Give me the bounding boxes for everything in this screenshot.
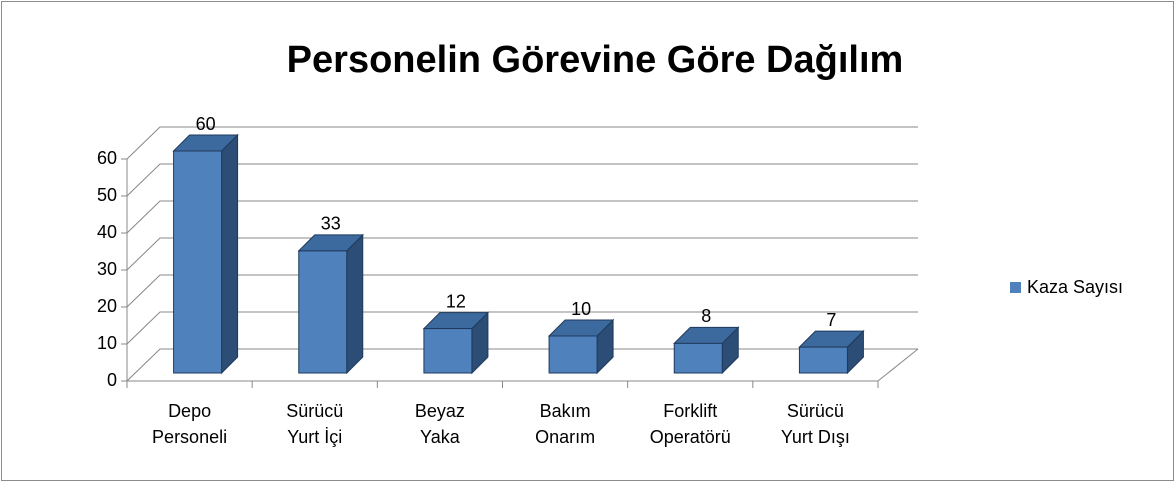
x-tick-label: Sürücü Yurt Dışı bbox=[780, 401, 850, 447]
y-tick-label: 30 bbox=[97, 259, 117, 279]
value-label: 10 bbox=[571, 299, 591, 319]
legend-label: Kaza Sayısı bbox=[1027, 277, 1123, 297]
x-tick-label: Beyaz Yaka bbox=[414, 401, 465, 447]
grid-line bbox=[126, 200, 918, 234]
bar bbox=[298, 250, 348, 374]
bar-side bbox=[346, 233, 364, 375]
chart-title: Personelin Görevine Göre Dağılım bbox=[287, 39, 904, 81]
value-label: 33 bbox=[321, 214, 341, 234]
grid-line bbox=[126, 126, 918, 160]
x-tick-label: Forklift Operatörü bbox=[649, 401, 731, 447]
value-label: 8 bbox=[701, 306, 711, 326]
bar bbox=[548, 335, 598, 374]
y-tick-label: 0 bbox=[107, 370, 117, 390]
grid-line bbox=[126, 274, 918, 308]
value-label: 12 bbox=[446, 291, 466, 311]
bar bbox=[673, 342, 723, 374]
x-tick-label: Depo Personeli bbox=[152, 401, 228, 447]
grid-line bbox=[126, 163, 918, 197]
y-tick-label: 50 bbox=[97, 185, 117, 205]
y-tick-label: 20 bbox=[97, 296, 117, 316]
grid-line bbox=[126, 237, 918, 271]
bar-side bbox=[221, 133, 239, 375]
y-tick-label: 60 bbox=[97, 148, 117, 168]
bar bbox=[423, 328, 473, 374]
legend-swatch bbox=[1010, 282, 1021, 293]
grid-line bbox=[126, 311, 918, 345]
x-tick-label: Bakım Onarım bbox=[535, 401, 596, 447]
x-tick-label: Sürücü Yurt İçi bbox=[286, 401, 344, 447]
y-tick-label: 40 bbox=[97, 222, 117, 242]
y-tick-label: 10 bbox=[97, 333, 117, 353]
grid-line bbox=[126, 348, 918, 382]
value-label: 7 bbox=[826, 310, 836, 330]
bar bbox=[173, 150, 223, 374]
value-label: 60 bbox=[196, 114, 216, 134]
bar bbox=[798, 346, 848, 374]
